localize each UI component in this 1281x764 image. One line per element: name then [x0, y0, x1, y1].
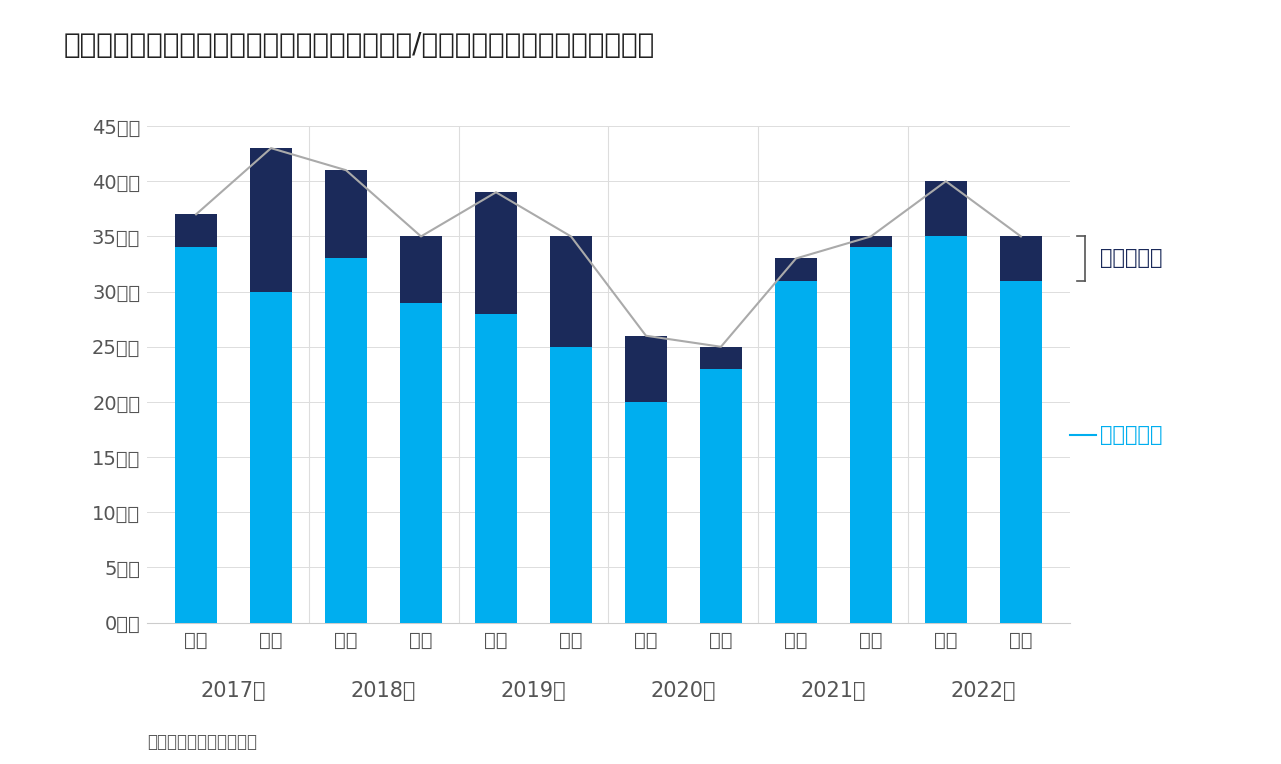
Bar: [1000, 236, 1041, 280]
Bar: [1000, 280, 1041, 623]
Bar: [551, 347, 592, 623]
Text: 2021年: 2021年: [801, 681, 866, 701]
Bar: [625, 402, 666, 623]
Bar: [851, 248, 892, 623]
Text: 2018年: 2018年: [351, 681, 416, 701]
Bar: [175, 215, 216, 248]
Bar: [701, 347, 742, 369]
Bar: [701, 369, 742, 623]
Bar: [475, 193, 516, 314]
Bar: [551, 236, 592, 347]
Text: （出所）三幸エステート: （出所）三幸エステート: [147, 733, 257, 752]
Bar: [250, 292, 292, 623]
Bar: [775, 258, 816, 280]
Text: 2019年: 2019年: [501, 681, 566, 701]
Bar: [250, 148, 292, 292]
Text: 2020年: 2020年: [651, 681, 716, 701]
Bar: [175, 248, 216, 623]
Text: 未竣工ビル: 未竣工ビル: [1099, 248, 1162, 268]
Bar: [851, 236, 892, 248]
Bar: [925, 181, 967, 236]
Text: 竣工済ビル: 竣工済ビル: [1099, 425, 1162, 445]
Bar: [401, 236, 442, 303]
Text: 図表１：オフィス成約面積の推移（竣工済ビル/未竣工ビル別、東京都心５区）: 図表１：オフィス成約面積の推移（竣工済ビル/未竣工ビル別、東京都心５区）: [64, 31, 656, 59]
Bar: [925, 236, 967, 623]
Text: 2017年: 2017年: [201, 681, 266, 701]
Bar: [775, 280, 816, 623]
Bar: [625, 335, 666, 402]
Bar: [401, 303, 442, 623]
Bar: [475, 314, 516, 623]
Bar: [325, 258, 366, 623]
Text: 2022年: 2022年: [951, 681, 1016, 701]
Bar: [325, 170, 366, 258]
